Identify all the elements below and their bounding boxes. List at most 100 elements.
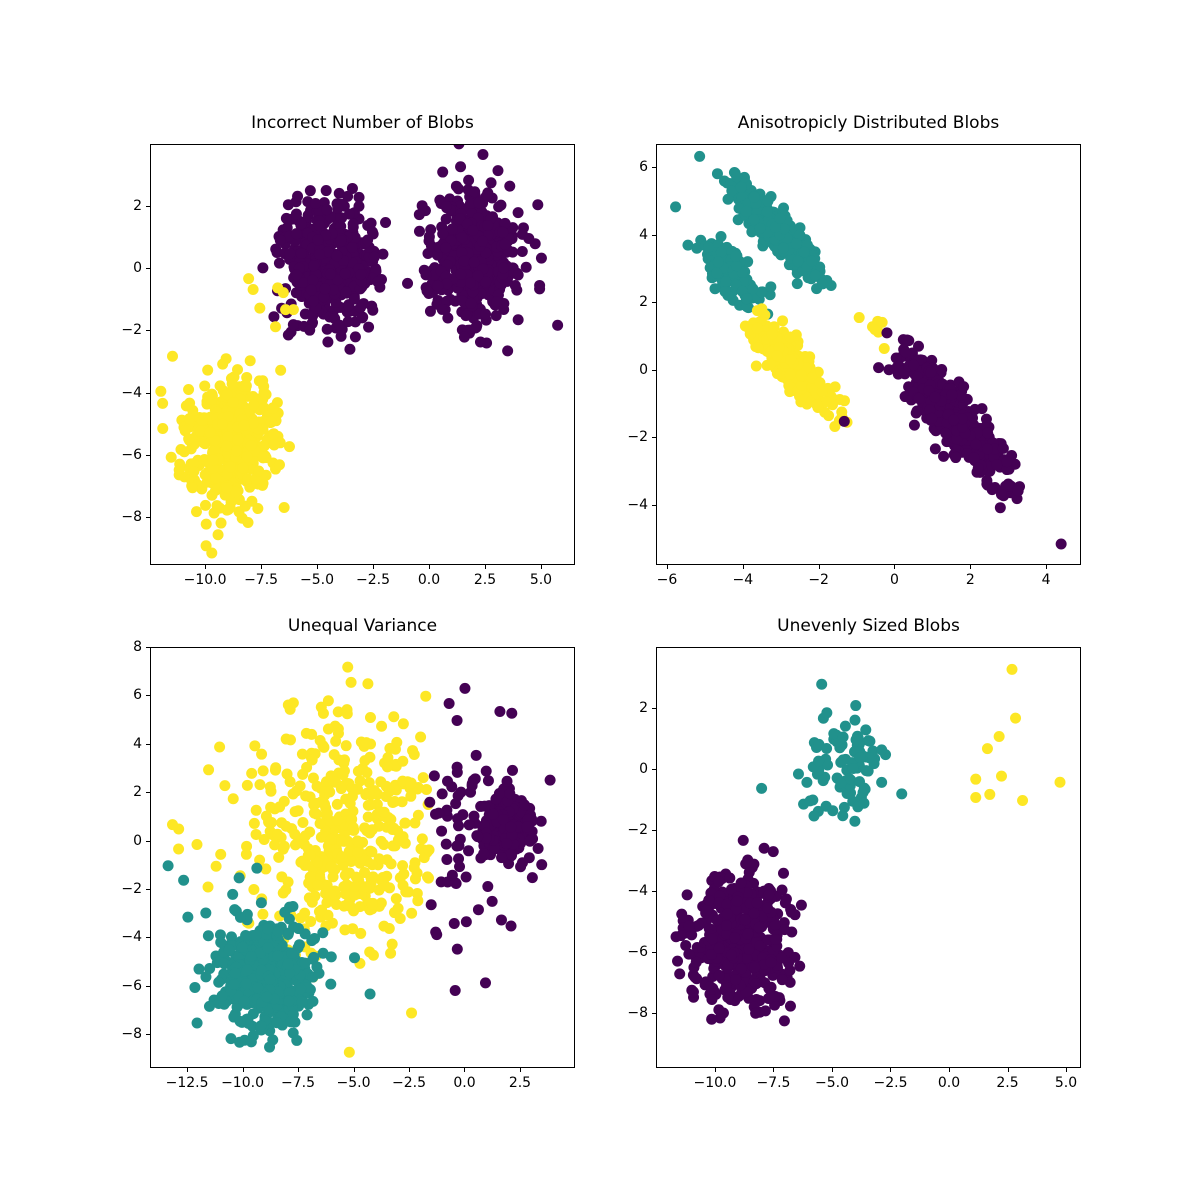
data-point (761, 206, 773, 218)
x-tick-label: −10.0 (693, 1075, 737, 1091)
data-point (721, 908, 733, 920)
data-point (520, 261, 532, 273)
data-point (499, 217, 511, 229)
y-tick-label: −8 (627, 1005, 648, 1022)
data-point (748, 907, 760, 919)
data-point (248, 817, 260, 829)
data-point (506, 764, 518, 776)
data-point (264, 1041, 276, 1053)
data-point (325, 888, 337, 900)
data-point (281, 222, 293, 234)
data-point (674, 968, 686, 980)
data-point (466, 778, 478, 790)
data-point (386, 823, 398, 835)
data-point (416, 833, 428, 845)
data-point (968, 452, 980, 464)
data-point (821, 707, 833, 719)
stray-points (756, 663, 1066, 807)
data-point (221, 389, 233, 401)
data-point (681, 889, 693, 901)
data-point (512, 207, 524, 219)
data-point (490, 310, 502, 322)
x-tick-label: −12.5 (165, 1075, 209, 1091)
data-point (234, 1015, 246, 1027)
data-point (193, 963, 205, 975)
data-point (330, 898, 342, 910)
data-point (221, 482, 233, 494)
data-point (423, 231, 435, 243)
data-point (319, 283, 331, 295)
data-point (516, 245, 528, 257)
data-point (378, 806, 390, 818)
data-point (1002, 478, 1014, 490)
data-point (704, 981, 716, 993)
y-tick-mark (146, 792, 150, 794)
x-tick-mark (714, 1068, 716, 1072)
data-point (929, 391, 941, 403)
data-point (322, 695, 334, 707)
data-point (296, 276, 308, 288)
subplot-anisotropicly-distributed-blobs: Anisotropicly Distributed Blobs −6 −4 −2 0 2… (627, 113, 1081, 588)
x-tick-label: −7.5 (756, 1075, 791, 1091)
data-point (774, 213, 786, 224)
data-point (312, 234, 324, 246)
data-point (364, 827, 376, 839)
data-point (829, 420, 841, 432)
data-point (338, 765, 350, 777)
data-point (1001, 456, 1013, 468)
data-point (452, 790, 464, 802)
data-point (465, 197, 476, 209)
x-tick-mark (317, 565, 319, 569)
data-point (222, 411, 234, 423)
data-point (200, 518, 212, 530)
y-tick-mark (652, 830, 656, 832)
data-point (791, 278, 803, 290)
data-point (970, 773, 982, 785)
data-point (324, 786, 336, 798)
data-point (315, 701, 327, 713)
data-point (747, 283, 759, 295)
data-point (384, 785, 396, 797)
data-point (278, 502, 290, 514)
data-point (250, 828, 262, 840)
data-point (250, 804, 262, 816)
data-point (849, 714, 861, 726)
data-point (680, 939, 692, 951)
data-point (210, 860, 222, 872)
data-point (258, 834, 270, 846)
data-point (349, 880, 361, 892)
data-point (262, 923, 274, 935)
data-point (282, 199, 294, 211)
data-point (214, 741, 226, 753)
data-point (245, 1036, 257, 1048)
data-point (343, 1046, 355, 1058)
data-point (436, 303, 448, 315)
stray-points (670, 201, 1067, 550)
y-tick-label: −2 (627, 429, 648, 446)
data-point (896, 788, 908, 800)
data-point (229, 967, 241, 979)
data-point (406, 1007, 418, 1019)
data-point (359, 755, 371, 767)
data-point (501, 775, 513, 787)
data-point (260, 388, 272, 400)
x-tick-mark (242, 1068, 244, 1072)
data-point (317, 947, 329, 959)
data-point (405, 777, 417, 789)
data-point (468, 256, 480, 268)
data-point (482, 219, 494, 231)
data-point (260, 863, 272, 875)
data-point (363, 321, 375, 333)
data-point (712, 256, 724, 268)
data-point (682, 239, 694, 251)
data-point (792, 255, 804, 267)
data-point (312, 856, 324, 868)
data-point (452, 820, 464, 832)
data-point (355, 269, 367, 281)
data-point (816, 385, 828, 397)
data-point (389, 796, 401, 808)
data-point (837, 810, 849, 822)
data-point (320, 185, 332, 197)
data-point (339, 888, 351, 900)
y-tick-mark (146, 985, 150, 987)
